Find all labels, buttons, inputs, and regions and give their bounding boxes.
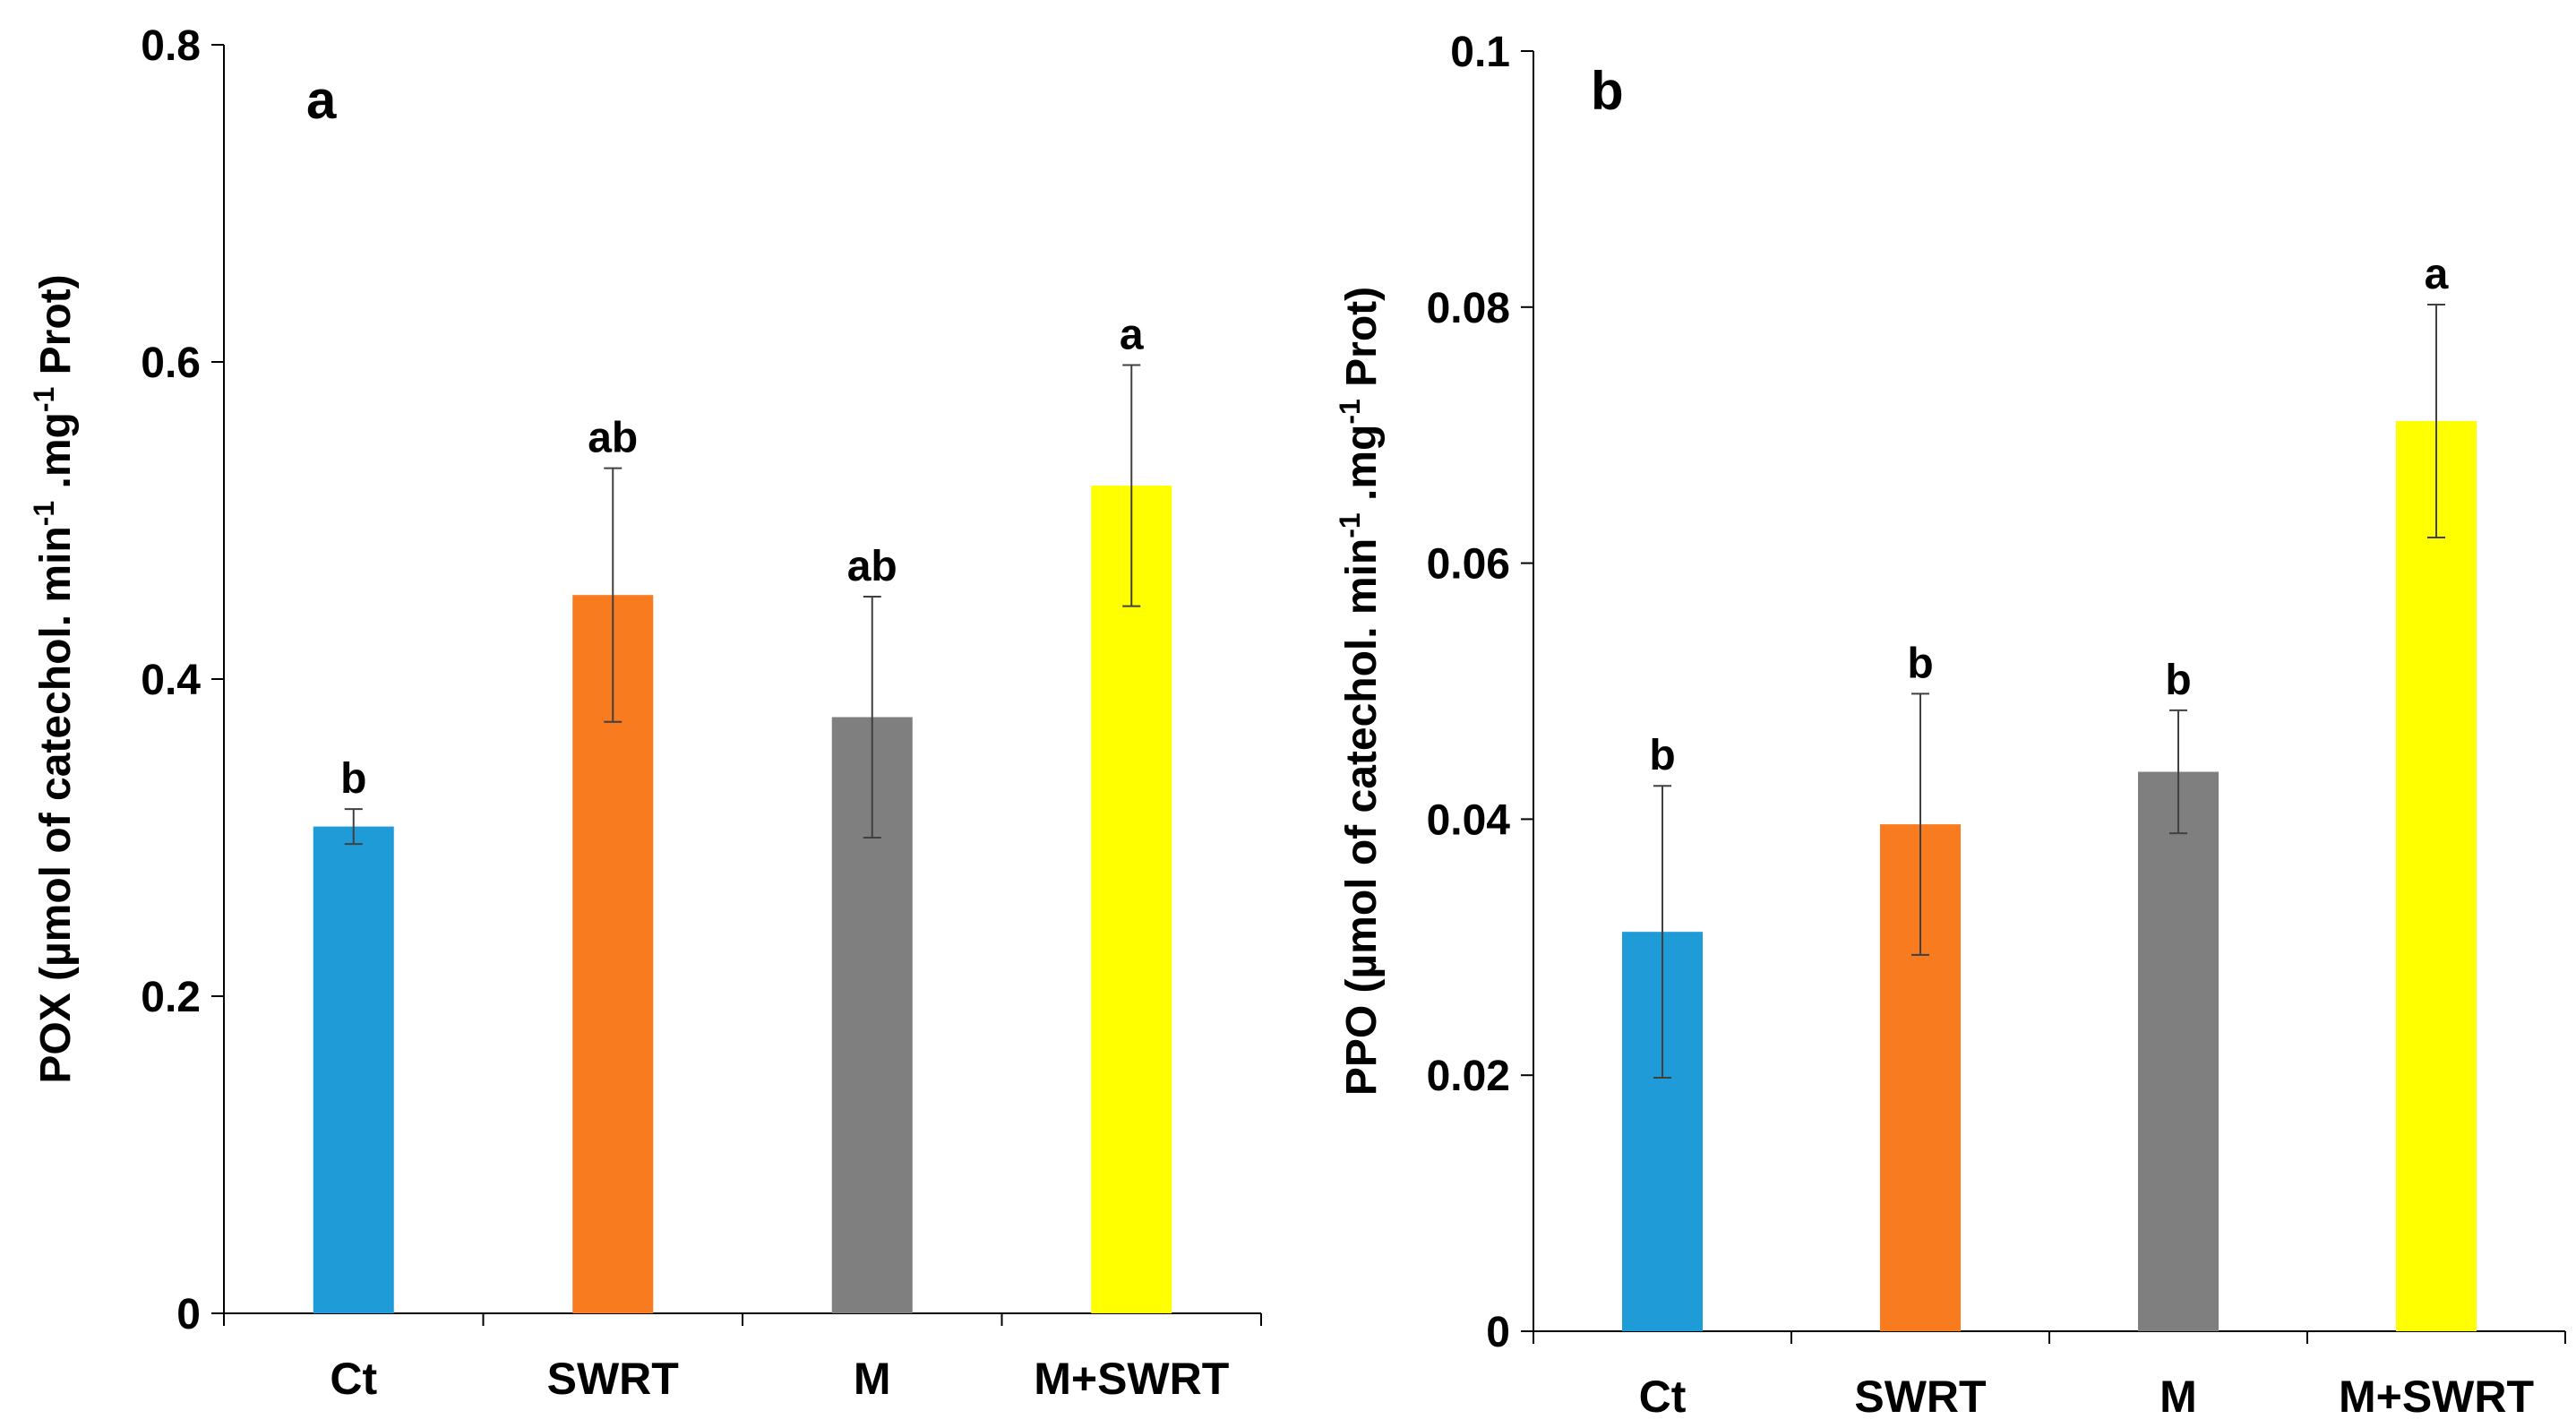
significance-label: b bbox=[340, 755, 366, 803]
significance-label: ab bbox=[847, 543, 897, 590]
y-tick-label: 0.02 bbox=[1427, 1053, 1510, 1100]
panel-label: b bbox=[1591, 61, 1624, 121]
y-tick-label: 0 bbox=[1486, 1309, 1510, 1356]
y-tick-label: 0.2 bbox=[141, 974, 201, 1021]
x-category-label: Ct bbox=[330, 1354, 377, 1404]
y-tick-label: 0.04 bbox=[1427, 796, 1511, 844]
chart-b: 0 0.02 0.04 0.06 0.08 0.1 b Ct b SWRT b Ma M+SWRT b PP… bbox=[1334, 29, 2566, 1422]
x-category-label: M+SWRT bbox=[1034, 1354, 1229, 1404]
y-tick-label: 0.08 bbox=[1427, 285, 1510, 332]
x-category-label: M+SWRT bbox=[2339, 1372, 2534, 1422]
x-category-label: SWRT bbox=[547, 1354, 679, 1404]
significance-label: b bbox=[2165, 657, 2191, 704]
bar-m-plus-swrt bbox=[1091, 486, 1172, 1313]
y-axis-title: PPO (µmol of catechol. min-1 .mg-1 Prot) bbox=[1334, 287, 1386, 1096]
y-tick-label: 0 bbox=[176, 1291, 201, 1338]
chart-a: 0 0.2 0.4 0.6 0.8 b Ct ab SWRT ab Ma M+SWRT a POX (µm… bbox=[28, 22, 1262, 1404]
bar-m bbox=[2138, 771, 2219, 1331]
significance-label: a bbox=[1120, 312, 1144, 359]
y-tick-label: 0.4 bbox=[141, 657, 201, 704]
bar-ct bbox=[313, 826, 394, 1313]
x-category-label: SWRT bbox=[1854, 1372, 1986, 1422]
significance-label: b bbox=[1649, 732, 1675, 779]
significance-label: ab bbox=[588, 415, 638, 462]
y-tick-label: 0.6 bbox=[141, 340, 201, 387]
bar-m-plus-swrt bbox=[2396, 420, 2477, 1332]
significance-label: a bbox=[2425, 251, 2449, 298]
x-category-label: Ct bbox=[1639, 1372, 1687, 1422]
panel-label: a bbox=[306, 70, 337, 130]
y-axis-title: POX (µmol of catechol. min-1 .mg-1 Prot) bbox=[28, 274, 80, 1083]
y-tick-label: 0.06 bbox=[1427, 541, 1510, 589]
significance-label: b bbox=[1907, 640, 1933, 687]
x-category-label: M bbox=[2160, 1372, 2197, 1422]
y-tick-label: 0.8 bbox=[141, 22, 201, 70]
y-tick-label: 0.1 bbox=[1450, 29, 1510, 76]
x-category-label: M bbox=[854, 1354, 891, 1404]
